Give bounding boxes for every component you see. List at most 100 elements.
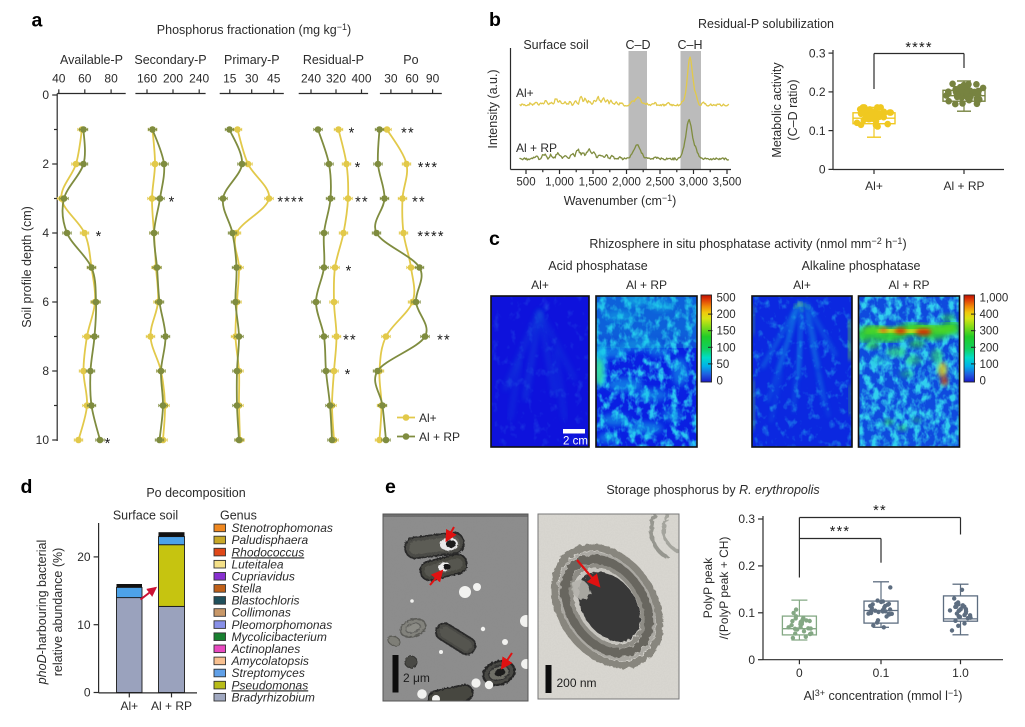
svg-text:***: *** xyxy=(418,160,439,176)
svg-text:10: 10 xyxy=(36,433,50,447)
svg-text:30: 30 xyxy=(245,72,259,86)
svg-text:80: 80 xyxy=(104,72,118,86)
svg-text:0: 0 xyxy=(717,376,723,388)
svg-text:Stella: Stella xyxy=(232,582,262,596)
svg-text:200: 200 xyxy=(980,342,999,354)
svg-text:*: * xyxy=(346,264,353,280)
svg-text:3,500: 3,500 xyxy=(713,177,742,189)
svg-text:2,000: 2,000 xyxy=(612,177,641,189)
svg-text:****: **** xyxy=(417,229,444,245)
svg-text:Phosphorus fractionation (mg k: Phosphorus fractionation (mg kg−1) xyxy=(157,22,351,37)
svg-text:c: c xyxy=(489,228,500,250)
svg-text:0: 0 xyxy=(748,653,755,667)
svg-text:1,000: 1,000 xyxy=(980,293,1009,305)
svg-text:200: 200 xyxy=(163,72,183,86)
svg-text:Al+: Al+ xyxy=(793,278,811,292)
svg-text:d: d xyxy=(21,476,33,498)
svg-text:Rhodococcus: Rhodococcus xyxy=(232,545,305,559)
svg-text:0: 0 xyxy=(819,163,826,177)
svg-text:Residual-P: Residual-P xyxy=(303,53,364,67)
svg-text:Metabolic activity: Metabolic activity xyxy=(770,62,784,158)
svg-text:(C–D ratio): (C–D ratio) xyxy=(786,79,800,140)
svg-text:Pleomorphomonas: Pleomorphomonas xyxy=(232,618,333,632)
svg-text:200 nm: 200 nm xyxy=(557,676,597,690)
svg-text:30: 30 xyxy=(384,72,398,86)
svg-text:300: 300 xyxy=(980,326,999,338)
svg-text:0.1: 0.1 xyxy=(873,666,890,680)
svg-text:Soil profile depth (cm): Soil profile depth (cm) xyxy=(20,206,34,328)
svg-text:****: **** xyxy=(277,195,304,211)
svg-text:1,000: 1,000 xyxy=(545,177,574,189)
svg-text:2 μm: 2 μm xyxy=(403,671,430,685)
svg-text:Al+: Al+ xyxy=(865,179,883,193)
svg-text:40: 40 xyxy=(52,72,66,86)
svg-text:Acid phosphatase: Acid phosphatase xyxy=(548,259,647,273)
svg-text:Mycolicibacterium: Mycolicibacterium xyxy=(232,630,327,644)
svg-text:400: 400 xyxy=(980,309,999,321)
svg-text:Al+: Al+ xyxy=(531,278,549,292)
svg-text:1.0: 1.0 xyxy=(952,666,969,680)
svg-text:60: 60 xyxy=(405,72,419,86)
svg-text:Actinoplanes: Actinoplanes xyxy=(231,642,301,656)
svg-text:1,500: 1,500 xyxy=(579,177,608,189)
svg-text:****: **** xyxy=(905,40,932,56)
svg-text:6: 6 xyxy=(42,295,49,309)
svg-text:Cupriavidus: Cupriavidus xyxy=(232,570,295,584)
svg-text:Surface soil: Surface soil xyxy=(523,38,588,52)
svg-text:*: * xyxy=(96,229,103,245)
svg-text:Streptomyces: Streptomyces xyxy=(232,666,305,680)
svg-text:150: 150 xyxy=(717,326,736,338)
svg-text:0: 0 xyxy=(84,686,91,700)
svg-text:*: * xyxy=(349,126,356,142)
svg-text:200: 200 xyxy=(717,309,736,321)
svg-text:100: 100 xyxy=(980,359,999,371)
svg-text:*: * xyxy=(345,367,352,383)
svg-text:*: * xyxy=(355,160,362,176)
svg-text:b: b xyxy=(489,9,501,31)
svg-text:500: 500 xyxy=(516,177,535,189)
svg-text:Al+: Al+ xyxy=(516,86,534,100)
svg-text:Intensity (a.u.): Intensity (a.u.) xyxy=(486,69,500,148)
svg-text:Secondary-P: Secondary-P xyxy=(134,53,206,67)
svg-text:Genus: Genus xyxy=(220,509,257,523)
svg-text:Blastochloris: Blastochloris xyxy=(232,594,300,608)
svg-text:Surface soil: Surface soil xyxy=(113,509,178,523)
svg-text:**: ** xyxy=(412,195,426,211)
svg-text:10: 10 xyxy=(77,618,91,632)
svg-text:Pseudomonas: Pseudomonas xyxy=(232,678,309,692)
svg-text:**: ** xyxy=(401,126,415,142)
svg-text:relative abundance (%): relative abundance (%) xyxy=(51,548,65,677)
svg-text:Al + RP: Al + RP xyxy=(943,179,984,193)
svg-text:Bradyrhizobium: Bradyrhizobium xyxy=(232,690,315,704)
svg-text:0.3: 0.3 xyxy=(809,46,826,60)
svg-text:Al+: Al+ xyxy=(419,411,437,425)
svg-text:Storage phosphorus by R. eryth: Storage phosphorus by R. erythropolis xyxy=(606,483,819,497)
svg-text:phoD-harbouring bacterial: phoD-harbouring bacterial xyxy=(35,540,49,686)
svg-text:20: 20 xyxy=(77,550,91,564)
svg-text:/(PolyP peak + CH): /(PolyP peak + CH) xyxy=(717,537,731,640)
svg-text:Al + RP: Al + RP xyxy=(626,278,667,292)
svg-text:240: 240 xyxy=(189,72,209,86)
svg-text:0: 0 xyxy=(980,376,986,388)
svg-text:Po decomposition: Po decomposition xyxy=(146,486,245,500)
svg-text:a: a xyxy=(32,10,43,32)
svg-text:Alkaline phosphatase: Alkaline phosphatase xyxy=(802,259,921,273)
svg-text:Amycolatopsis: Amycolatopsis xyxy=(231,654,309,668)
svg-text:2 cm: 2 cm xyxy=(563,436,588,448)
svg-text:45: 45 xyxy=(267,72,281,86)
svg-text:Stenotrophomonas: Stenotrophomonas xyxy=(232,521,333,535)
svg-text:Paludisphaera: Paludisphaera xyxy=(232,533,309,547)
svg-text:0: 0 xyxy=(42,88,49,102)
svg-text:*: * xyxy=(105,436,112,452)
svg-text:100: 100 xyxy=(717,342,736,354)
svg-text:90: 90 xyxy=(426,72,440,86)
svg-text:e: e xyxy=(385,476,396,498)
svg-text:**: ** xyxy=(355,195,369,211)
svg-text:0.2: 0.2 xyxy=(738,559,755,573)
svg-text:Rhizosphere in situ phosphatas: Rhizosphere in situ phosphatase activity… xyxy=(589,236,906,251)
svg-text:4: 4 xyxy=(42,226,49,240)
svg-text:**: ** xyxy=(873,503,887,519)
svg-text:*: * xyxy=(169,195,176,211)
svg-text:**: ** xyxy=(437,333,451,349)
svg-text:PolyP peak: PolyP peak xyxy=(701,557,715,618)
